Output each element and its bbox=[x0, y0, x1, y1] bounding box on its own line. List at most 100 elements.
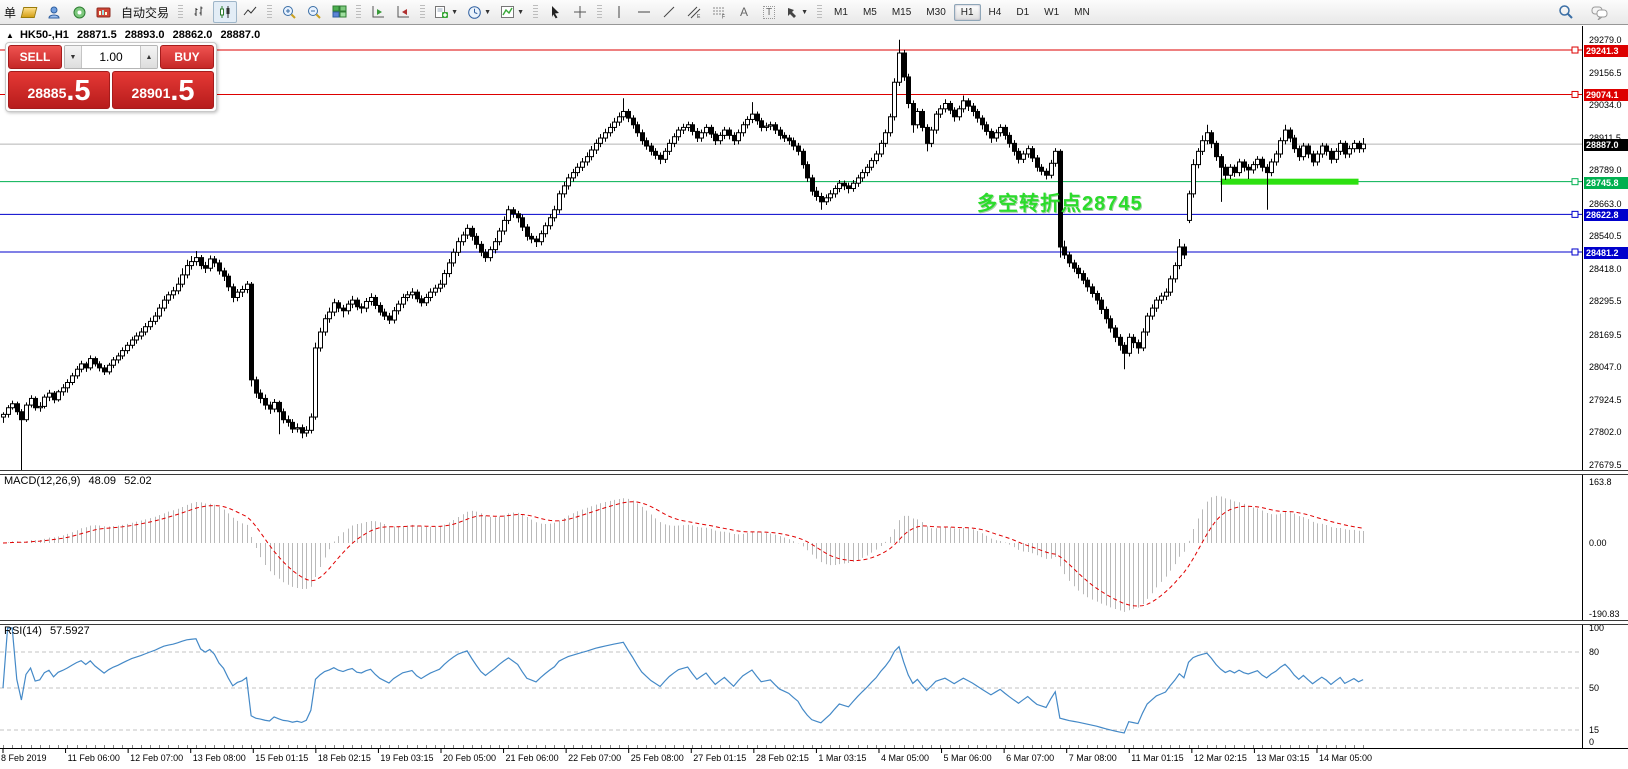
scale-tick-label: 28047.0 bbox=[1589, 362, 1622, 373]
toolbar-separator[interactable] bbox=[533, 4, 539, 20]
svg-text:F: F bbox=[722, 15, 725, 20]
price-axis-border bbox=[1582, 26, 1583, 748]
crosshair-icon[interactable] bbox=[568, 1, 592, 23]
toolbar-right-group bbox=[1554, 1, 1612, 23]
tf-w1[interactable]: W1 bbox=[1044, 6, 1060, 18]
bar-chart-mode-icon[interactable] bbox=[188, 1, 212, 23]
chart-title: ▲ HK50-,H1 28871.5 28893.0 28862.0 28887… bbox=[6, 29, 260, 41]
scale-tick-label: 15 bbox=[1589, 725, 1600, 735]
toolbar-separator[interactable] bbox=[420, 4, 426, 20]
autotrade-button[interactable]: 自动交易 bbox=[117, 1, 173, 23]
trendline-tool-icon[interactable] bbox=[657, 1, 681, 23]
buy-price-display[interactable]: 28901 .5 bbox=[112, 71, 214, 109]
date-label: 22 Feb 07:00 bbox=[568, 753, 622, 763]
dropdown-caret: ▼ bbox=[484, 8, 491, 16]
price-scale[interactable]: 29279.0 29156.5 29034.0 28911.5 28789.0 28663… bbox=[1583, 26, 1628, 769]
toolbar-separator[interactable] bbox=[597, 4, 603, 20]
scale-tick-label: 28169.5 bbox=[1589, 329, 1622, 340]
toolbar-separator[interactable] bbox=[356, 4, 362, 20]
pivot-annotation-text[interactable]: 多空转折点28745 bbox=[977, 193, 1143, 215]
candles bbox=[1, 39, 1366, 471]
tf-m15[interactable]: M15 bbox=[891, 6, 912, 18]
level-line-handle[interactable] bbox=[1571, 248, 1579, 256]
volume-increase-button[interactable]: ▲ bbox=[140, 46, 157, 68]
rsi-name: RSI(14) bbox=[4, 625, 42, 637]
date-label: 19 Feb 03:15 bbox=[380, 753, 434, 763]
channel-tool-icon[interactable]: E bbox=[682, 1, 706, 23]
signal-icon[interactable] bbox=[67, 1, 91, 23]
chat-icon[interactable] bbox=[1588, 1, 1612, 23]
buy-button[interactable]: BUY bbox=[160, 45, 214, 69]
chart-shift-icon[interactable] bbox=[391, 1, 415, 23]
market-watch-icon[interactable] bbox=[92, 1, 116, 23]
rsi-label: RSI(14) 57.5927 bbox=[4, 625, 90, 637]
new-order-caption[interactable]: 单 bbox=[4, 5, 17, 20]
level-line-handle[interactable] bbox=[1571, 90, 1579, 98]
price-badge: 28622.8 bbox=[1584, 209, 1628, 222]
one-click-trading-panel: SELL ▼ ▲ BUY 28885 .5 28901 .5 bbox=[5, 42, 217, 112]
scale-tick-label: 29279.0 bbox=[1589, 35, 1622, 45]
date-label: 12 Feb 07:00 bbox=[130, 753, 184, 763]
title-low: 28862.0 bbox=[172, 29, 213, 41]
level-line-handle[interactable] bbox=[1571, 178, 1579, 186]
text-tool-icon[interactable]: A bbox=[740, 5, 749, 19]
pane-separator-rsi[interactable] bbox=[0, 620, 1628, 625]
time-axis-border bbox=[0, 748, 1628, 749]
dropdown-caret: ▼ bbox=[451, 8, 458, 16]
tile-windows-icon[interactable] bbox=[327, 1, 351, 23]
price-badge: 29074.1 bbox=[1584, 89, 1628, 102]
zoom-out-icon[interactable] bbox=[302, 1, 326, 23]
tf-m5[interactable]: M5 bbox=[862, 6, 877, 18]
sell-button[interactable]: SELL bbox=[8, 45, 62, 69]
price-badge: 28481.2 bbox=[1584, 246, 1628, 259]
pane-separator-macd[interactable] bbox=[0, 470, 1628, 475]
vertical-line-tool-icon[interactable] bbox=[607, 1, 631, 23]
tf-h4[interactable]: H4 bbox=[988, 6, 1002, 18]
tf-d1[interactable]: D1 bbox=[1016, 6, 1030, 18]
title-high: 28893.0 bbox=[124, 29, 165, 41]
profile-icon[interactable] bbox=[42, 1, 66, 23]
scale-tick-label: 28663.0 bbox=[1589, 198, 1622, 209]
macd-name: MACD(12,26,9) bbox=[4, 475, 81, 487]
level-line-handle[interactable] bbox=[1571, 46, 1579, 54]
macd-histogram bbox=[8, 495, 1364, 612]
volume-decrease-button[interactable]: ▼ bbox=[65, 46, 82, 68]
dropdown-caret: ▼ bbox=[517, 8, 524, 16]
candlestick-mode-icon[interactable] bbox=[213, 1, 238, 23]
date-label: 14 Mar 05:00 bbox=[1318, 753, 1373, 763]
toolbar-separator[interactable] bbox=[178, 4, 184, 20]
collapse-panel-arrow[interactable]: ▲ bbox=[6, 31, 14, 40]
volume-input[interactable] bbox=[82, 46, 140, 68]
periods-icon[interactable]: ▼ bbox=[463, 1, 495, 23]
level-line-handle[interactable] bbox=[1571, 210, 1579, 218]
fibonacci-tool-icon[interactable]: F bbox=[707, 1, 731, 23]
new-order-window-icon[interactable]: ▼ bbox=[430, 1, 462, 23]
sell-price-display[interactable]: 28885 .5 bbox=[8, 71, 110, 109]
date-label: 11 Mar 01:15 bbox=[1131, 753, 1184, 763]
horizontal-line-tool-icon[interactable] bbox=[632, 1, 656, 23]
scale-tick-label: 28911.5 bbox=[1589, 132, 1621, 143]
tf-mn[interactable]: MN bbox=[1074, 6, 1090, 18]
label-tool-icon[interactable]: T bbox=[757, 1, 781, 23]
date-label: 6 Mar 07:00 bbox=[1006, 753, 1055, 763]
cursor-icon[interactable] bbox=[543, 1, 567, 23]
line-chart-mode-icon[interactable] bbox=[238, 1, 262, 23]
tf-m1[interactable]: M1 bbox=[834, 6, 848, 18]
tf-h1[interactable]: H1 bbox=[953, 3, 981, 21]
shapes-tool-icon[interactable]: ▼ bbox=[782, 1, 812, 23]
trend-highlight-bar[interactable] bbox=[1220, 178, 1359, 185]
toolbar-separator[interactable] bbox=[267, 4, 273, 20]
toolbar-separator[interactable] bbox=[817, 4, 823, 20]
date-label: 8 Feb 2019 bbox=[1, 753, 47, 763]
indicators-icon[interactable]: ▼ bbox=[496, 1, 528, 23]
new-order-icon[interactable] bbox=[17, 1, 41, 23]
tf-m30[interactable]: M30 bbox=[926, 6, 946, 18]
scale-tick-label: 100 bbox=[1589, 623, 1605, 633]
date-label: 13 Feb 08:00 bbox=[192, 753, 246, 763]
svg-text:E: E bbox=[697, 14, 701, 19]
auto-scroll-icon[interactable] bbox=[366, 1, 390, 23]
zoom-in-icon[interactable] bbox=[277, 1, 301, 23]
search-icon[interactable] bbox=[1554, 1, 1578, 23]
